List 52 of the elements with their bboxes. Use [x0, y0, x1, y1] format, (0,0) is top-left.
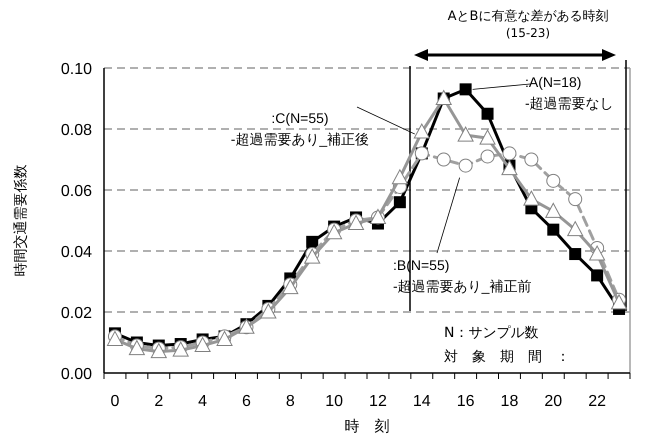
- y-tick-label: 0.10: [60, 61, 92, 78]
- point: [589, 246, 606, 261]
- point: [460, 83, 472, 96]
- point: [480, 130, 496, 145]
- x-tick-label: 10: [325, 393, 344, 410]
- point: [569, 248, 582, 260]
- x-tick-label: 4: [198, 393, 208, 410]
- point: [414, 124, 430, 139]
- y-tick-label: 0.04: [60, 244, 92, 261]
- point: [306, 236, 318, 248]
- x-tick-label: 2: [154, 393, 164, 410]
- y-tick-label: 0.02: [60, 305, 92, 322]
- x-tick-label: 12: [369, 393, 387, 410]
- text: (15-23): [506, 26, 550, 40]
- point: [567, 221, 584, 236]
- point: [392, 169, 408, 184]
- legend-label: :A(N=18) -超過需要なし: [525, 73, 615, 113]
- x-tick-label: 16: [456, 393, 475, 410]
- point: [523, 190, 540, 206]
- point: [502, 146, 516, 160]
- y-tick-label: 0.08: [60, 122, 92, 139]
- point: [611, 294, 628, 310]
- annotation: 対 象 期 間 ：: [444, 349, 570, 365]
- point: [216, 330, 233, 346]
- text: :C(N=55) -超過需要あり_補正後: [230, 109, 370, 149]
- x-tick-label: 0: [110, 393, 120, 410]
- point: [458, 158, 473, 173]
- point: [545, 202, 562, 218]
- x-tick-label: 20: [544, 393, 562, 410]
- x-tick-label: 6: [242, 393, 252, 410]
- point: [547, 224, 560, 236]
- point: [106, 330, 123, 346]
- point: [194, 337, 211, 352]
- y-tick-label: 0.06: [60, 183, 92, 200]
- point: [394, 196, 406, 208]
- x-axis-title: 時 刻: [344, 417, 390, 435]
- point: [260, 304, 276, 318]
- annotation: N：サンプル数: [444, 325, 538, 341]
- y-tick-label: 0.00: [60, 366, 92, 383]
- text: AとBに有意な差がある時刻: [448, 9, 608, 24]
- point: [501, 160, 518, 176]
- point: [282, 279, 298, 294]
- x-tick-label: 14: [412, 393, 431, 410]
- point: [458, 126, 474, 142]
- point: [150, 343, 167, 358]
- point: [591, 269, 604, 282]
- x-tick-label: 18: [500, 393, 518, 410]
- x-tick-label: 22: [588, 393, 606, 410]
- point: [482, 108, 494, 120]
- x-tick-label: 8: [286, 393, 295, 410]
- point: [348, 215, 364, 230]
- y-axis-title: 時間交通需要係数: [13, 164, 29, 276]
